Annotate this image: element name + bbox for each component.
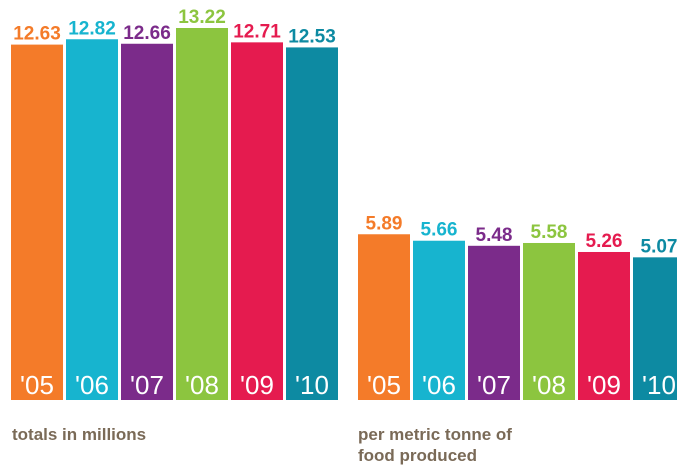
tick-label: '05 bbox=[367, 370, 401, 400]
tick-label: '09 bbox=[587, 370, 621, 400]
tick-label: '07 bbox=[477, 370, 511, 400]
value-label: 12.66 bbox=[123, 23, 171, 44]
tick-label: '08 bbox=[532, 370, 566, 400]
value-label: 12.82 bbox=[68, 18, 116, 39]
bar-07 bbox=[121, 43, 173, 401]
caption-per-tonne: per metric tonne of food produced bbox=[358, 424, 558, 466]
tick-label: '08 bbox=[185, 370, 219, 400]
tick-label: '05 bbox=[20, 370, 54, 400]
bar-10 bbox=[286, 47, 338, 400]
caption-per-tonne-line-2: food produced bbox=[358, 446, 477, 465]
bar-05 bbox=[358, 234, 410, 400]
value-label: 12.63 bbox=[13, 24, 61, 45]
tick-label: '07 bbox=[130, 370, 164, 400]
caption-per-tonne-line-1: per metric tonne of bbox=[358, 425, 512, 444]
bar-09 bbox=[578, 251, 630, 400]
value-label: 5.66 bbox=[421, 220, 458, 241]
value-label: 5.89 bbox=[366, 213, 403, 234]
caption-totals: totals in millions bbox=[12, 425, 147, 444]
tick-label: '10 bbox=[295, 370, 329, 400]
bar-08 bbox=[523, 242, 575, 400]
tick-label: '06 bbox=[75, 370, 109, 400]
value-label: 12.71 bbox=[233, 21, 281, 42]
value-label: 5.07 bbox=[641, 236, 677, 257]
tick-label: '09 bbox=[240, 370, 274, 400]
value-label: 5.26 bbox=[586, 231, 623, 252]
value-label: 5.58 bbox=[531, 222, 568, 243]
bar-06 bbox=[413, 240, 465, 400]
value-label: 12.53 bbox=[288, 26, 336, 47]
bar-10 bbox=[633, 257, 677, 400]
tick-label: '10 bbox=[642, 370, 676, 400]
bar-charts: 12.63 '05 12.82 '06 12.66 '07 13.22 '08 12.71 '09… bbox=[11, 7, 677, 401]
bar-05 bbox=[11, 44, 63, 401]
bar-08 bbox=[176, 28, 228, 400]
bar-07 bbox=[468, 245, 520, 400]
value-label: 13.22 bbox=[178, 7, 226, 28]
bar-chart-totals: 12.63 '05 12.82 '06 12.66 '07 13.22 '08 12.71 '09… bbox=[11, 7, 338, 401]
tick-label: '06 bbox=[422, 370, 456, 400]
bar-chart-per-tonne: 5.89 '05 5.66 '06 5.48 '07 5.58 '08 5.26 '09 5.07 '… bbox=[358, 213, 677, 400]
value-label: 5.48 bbox=[476, 225, 513, 246]
bar-06 bbox=[66, 39, 118, 400]
bar-09 bbox=[231, 42, 283, 400]
